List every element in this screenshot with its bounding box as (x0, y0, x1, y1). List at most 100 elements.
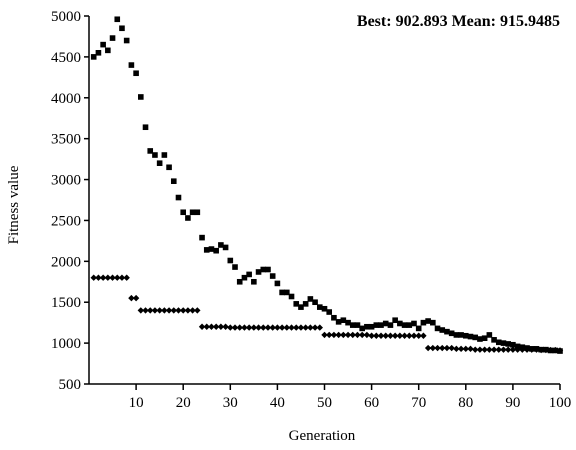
square-data-point (161, 152, 168, 158)
diamond-data-point (104, 274, 112, 281)
diamond-data-point (387, 332, 394, 339)
diamond-data-point (542, 346, 550, 354)
series-diamond-markers (90, 274, 564, 354)
square-data-point (279, 289, 285, 296)
square-data-point (105, 47, 111, 54)
diamond-data-point (264, 324, 272, 331)
square-data-point (392, 317, 398, 324)
diamond-data-point (208, 323, 215, 330)
diamond-data-point (523, 346, 531, 353)
diamond-data-point (406, 332, 413, 339)
square-data-point (439, 327, 446, 333)
square-data-point (349, 322, 356, 328)
square-data-point (415, 325, 422, 332)
diamond-data-point (198, 323, 206, 330)
square-data-point (147, 148, 154, 154)
square-data-point (222, 244, 229, 251)
square-data-point (298, 304, 304, 310)
diamond-data-point (147, 307, 154, 314)
square-data-point (354, 322, 361, 328)
diamond-data-point (161, 307, 168, 314)
square-data-point (251, 278, 257, 285)
square-data-point (260, 266, 267, 273)
square-data-point (189, 209, 196, 216)
x-tick-label: 30 (223, 395, 238, 411)
square-data-point (133, 70, 139, 77)
diamond-data-point (349, 331, 356, 339)
square-data-point (373, 322, 380, 328)
square-data-point (378, 322, 384, 328)
diamond-data-point (274, 324, 281, 331)
square-data-point (128, 62, 135, 68)
square-data-point (199, 234, 205, 241)
y-tick-label: 4000 (51, 91, 81, 107)
diamond-data-point (227, 324, 234, 331)
diamond-data-point (537, 346, 545, 354)
square-data-point (359, 325, 365, 332)
diamond-data-point (222, 323, 229, 330)
square-data-point (90, 54, 97, 60)
diamond-data-point (552, 346, 559, 354)
diamond-data-point (118, 274, 126, 281)
diamond-data-point (396, 332, 404, 339)
diamond-data-point (283, 324, 291, 331)
diamond-data-point (123, 274, 130, 281)
diamond-data-point (95, 274, 102, 281)
square-data-point (265, 266, 271, 273)
square-data-point (232, 264, 238, 270)
square-data-point (514, 343, 521, 350)
square-data-point (269, 273, 276, 279)
square-data-point (340, 317, 347, 324)
diamond-data-point (321, 331, 328, 339)
diamond-data-point (330, 331, 338, 339)
square-data-point (406, 322, 413, 328)
diamond-data-point (354, 331, 361, 339)
square-data-point (100, 41, 106, 48)
diamond-data-point (453, 345, 460, 353)
diamond-data-point (245, 324, 253, 331)
square-data-point (156, 160, 163, 166)
diamond-data-point (142, 307, 149, 314)
square-data-point (321, 305, 328, 312)
y-tick-label: 3500 (51, 132, 81, 148)
x-tick-label: 70 (411, 395, 426, 411)
square-data-point (180, 209, 186, 216)
y-tick-label: 1500 (51, 295, 81, 311)
diamond-data-point (467, 345, 474, 353)
diamond-data-point (415, 332, 422, 339)
square-data-point (463, 332, 469, 339)
diamond-data-point (128, 294, 135, 302)
square-data-point (434, 325, 441, 332)
y-tick-label: 4500 (51, 50, 81, 66)
square-data-point (227, 257, 234, 264)
x-axis-label: Generation (289, 428, 356, 444)
diamond-data-point (99, 274, 107, 281)
diamond-data-point (424, 344, 432, 352)
diamond-data-point (528, 346, 535, 353)
diamond-data-point (448, 344, 455, 352)
square-data-point (401, 322, 408, 328)
diamond-data-point (420, 332, 427, 339)
square-data-point (387, 322, 394, 328)
diamond-data-point (391, 332, 399, 339)
diamond-data-point (514, 346, 521, 353)
diamond-data-point (358, 331, 366, 339)
diamond-data-point (109, 274, 116, 281)
square-data-point (166, 164, 172, 171)
y-axis-label: Fitness value (6, 165, 22, 244)
square-data-point (481, 335, 488, 342)
square-data-point (213, 247, 219, 254)
diamond-data-point (457, 345, 465, 353)
square-data-point (203, 247, 210, 253)
square-data-point (382, 320, 389, 327)
diamond-data-point (344, 331, 352, 339)
diamond-data-point (401, 332, 408, 339)
square-data-point (364, 323, 370, 330)
square-data-point (241, 274, 248, 281)
square-data-point (397, 320, 403, 327)
axes: 500 1000 1500 2000 2500 3000 3500 4000 4500 5000 1… (51, 9, 571, 411)
diamond-data-point (151, 307, 159, 314)
x-tick-label: 80 (458, 395, 473, 411)
square-data-point (284, 289, 290, 296)
